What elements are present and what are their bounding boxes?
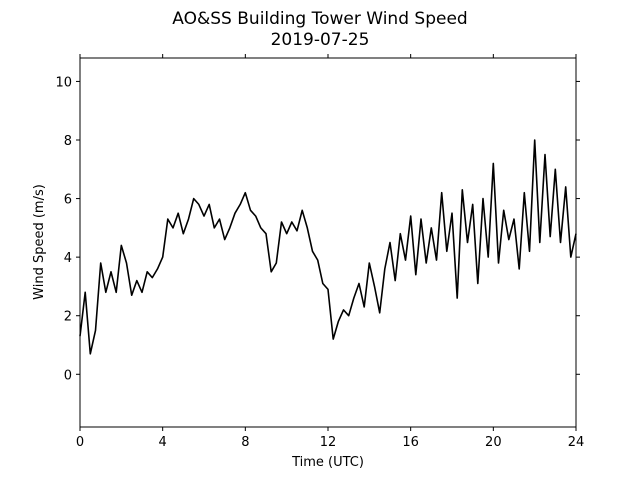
y-axis-label: Wind Speed (m/s) xyxy=(32,184,47,300)
y-tick-label: 10 xyxy=(55,75,72,90)
x-axis-label: Time (UTC) xyxy=(291,455,364,470)
y-tick-label: 8 xyxy=(64,134,72,149)
x-tick-label: 16 xyxy=(402,435,419,450)
chart-title: AO&SS Building Tower Wind Speed xyxy=(172,9,467,29)
x-tick-label: 4 xyxy=(159,435,167,450)
x-tick-label: 20 xyxy=(485,435,502,450)
y-tick-label: 6 xyxy=(64,193,72,208)
x-tick-label: 24 xyxy=(568,435,585,450)
chart-subtitle: 2019-07-25 xyxy=(271,30,370,50)
y-tick-label: 0 xyxy=(64,368,72,383)
plot-frame xyxy=(79,57,577,428)
data-line xyxy=(79,139,577,355)
x-tick-label: 0 xyxy=(76,435,84,450)
y-tick-label: 4 xyxy=(64,251,72,266)
x-tick-label: 12 xyxy=(320,435,337,450)
y-tick-label: 2 xyxy=(64,310,72,325)
x-tick-label: 8 xyxy=(241,435,249,450)
